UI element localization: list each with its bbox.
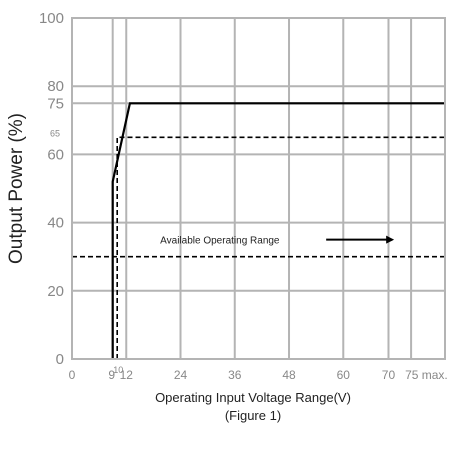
x-tick-label-48: 48 xyxy=(282,368,296,382)
plot-border xyxy=(71,17,446,360)
y-axis-title: Output Power (%) xyxy=(6,113,27,264)
x-tick-label-24: 24 xyxy=(174,368,188,382)
x-axis-title: Operating Input Voltage Range(V) xyxy=(155,390,351,405)
y-tick-label-65: 65 xyxy=(50,128,60,138)
annotation-text-1: Available Operating Range xyxy=(160,236,280,247)
x-tick-label-75: 75 max. xyxy=(405,368,448,382)
x-tick-label-36: 36 xyxy=(228,368,242,382)
annotations: Available Operating Range xyxy=(160,235,395,247)
y-tick-label-75: 75 xyxy=(47,95,64,112)
series-line-2 xyxy=(116,136,445,359)
x-tick-label-9: 9 xyxy=(108,368,115,382)
x-tick-label-70: 70 xyxy=(382,368,396,382)
figure-caption: (Figure 1) xyxy=(225,408,281,423)
y-tick-label-100: 100 xyxy=(39,10,64,27)
x-tick-label-60: 60 xyxy=(337,368,351,382)
y-tick-label-80: 80 xyxy=(47,78,64,95)
series-line-1 xyxy=(111,102,445,359)
y-tick-label-20: 20 xyxy=(47,283,64,300)
grid xyxy=(72,18,445,359)
x-tick-label-0: 0 xyxy=(69,368,76,382)
x-tick-label-10: 10 xyxy=(113,365,123,375)
series-layer xyxy=(72,102,445,359)
y-tick-label-0: 0 xyxy=(56,351,64,368)
plot-frame xyxy=(71,17,446,360)
y-tick-label-60: 60 xyxy=(47,146,64,163)
y-tick-label-40: 40 xyxy=(47,215,64,232)
x-tick-label-12: 12 xyxy=(120,368,134,382)
